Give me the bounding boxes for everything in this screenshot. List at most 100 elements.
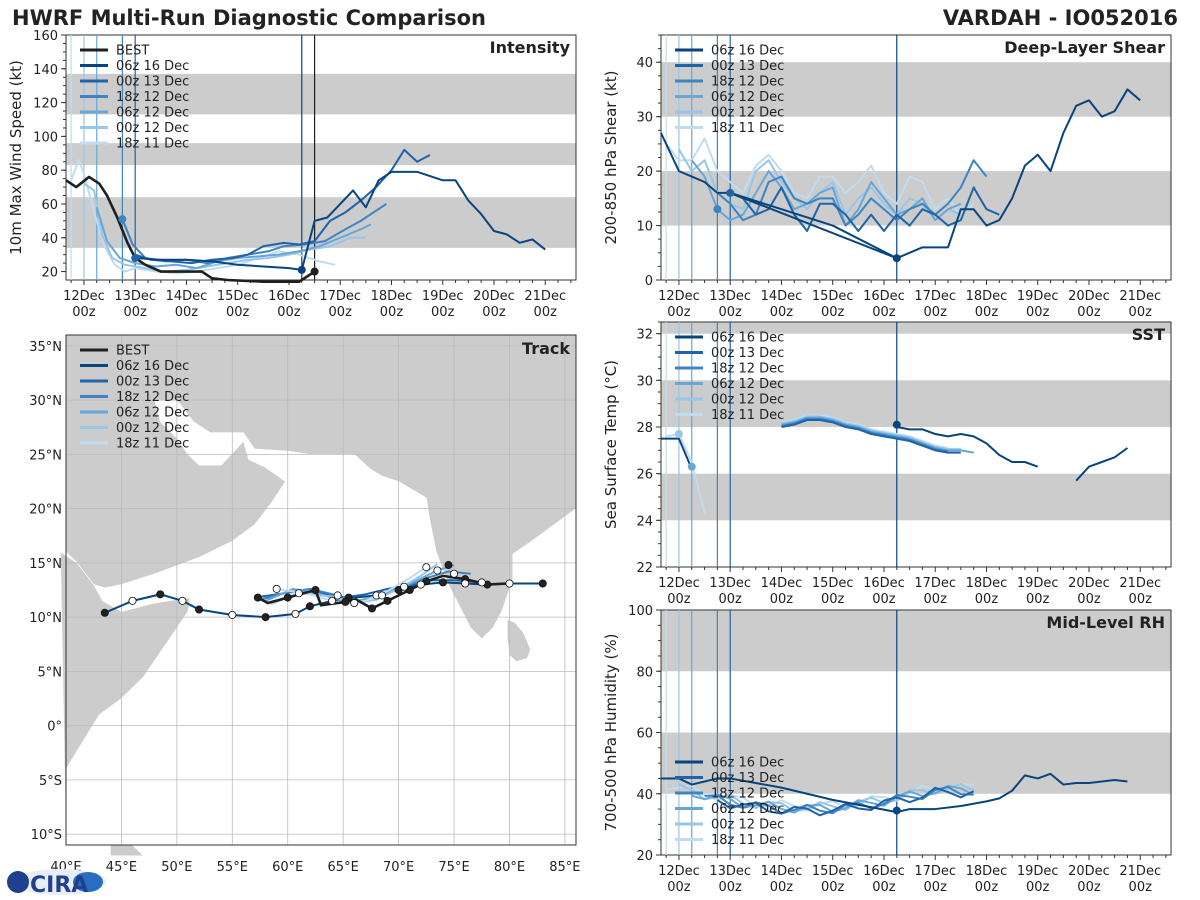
lat-tick-label: 5°N [38, 665, 63, 680]
lat-tick-label: 35°N [29, 340, 62, 355]
track-point [400, 582, 409, 591]
y-tick-label: 20 [636, 165, 653, 180]
lat-tick-label: 30°N [29, 394, 62, 409]
init-marker [674, 430, 683, 438]
x-tick-label: 17Dec [914, 289, 956, 304]
page-title: HWRF Multi-Run Diagnostic Comparison [12, 6, 487, 30]
track-point [128, 596, 137, 605]
series-line [1075, 447, 1129, 482]
y-tick-label: 30 [636, 111, 653, 126]
track-point [195, 605, 204, 614]
legend-label: 00z 12 Dec [711, 818, 784, 833]
track-point [253, 593, 262, 602]
track-point [291, 609, 300, 618]
x-tick-label: 18Dec [371, 289, 413, 304]
lat-tick-label: 15°N [29, 557, 62, 572]
x-tick-label: 21Dec [1119, 576, 1161, 591]
plot-frame [65, 334, 577, 846]
y-tick-label: 120 [33, 97, 58, 112]
track-point [333, 591, 342, 600]
series-line [678, 783, 975, 813]
x-tick-label: 00z [1077, 880, 1101, 895]
x-tick-label: 19Dec [1017, 864, 1059, 879]
y-tick-label: 100 [33, 130, 58, 145]
x-tick-label: 13Dec [709, 864, 751, 879]
y-tick-label: 40 [636, 788, 653, 803]
track-point [383, 596, 392, 605]
panel-title: Track [522, 339, 570, 358]
x-tick-label: 00z [1026, 592, 1050, 607]
lon-tick-label: 75°E [438, 860, 469, 875]
best-track-line [65, 175, 316, 283]
y-tick-label: 20 [41, 266, 58, 281]
legend-label: 06z 12 Dec [711, 802, 784, 817]
track-point [228, 610, 237, 619]
legend-label: 18z 11 Dec [116, 437, 189, 452]
series-line [781, 414, 949, 449]
x-tick-label: 00z [277, 305, 301, 320]
track-point [100, 608, 109, 617]
logo-swirl [73, 872, 103, 892]
x-tick-label: 12Dec [658, 289, 700, 304]
series-line [704, 785, 974, 815]
x-tick-label: 00z [431, 305, 455, 320]
x-tick-label: 21Dec [1119, 289, 1161, 304]
legend-label: 18z 11 Dec [711, 833, 784, 848]
y-tick-label: 20 [636, 849, 653, 864]
track-point [156, 590, 165, 599]
y-tick-label: 140 [33, 63, 58, 78]
legend-label: 18z 11 Dec [711, 121, 784, 136]
series-line [300, 170, 546, 271]
init-marker [118, 215, 127, 224]
init-marker [310, 267, 319, 276]
track-point [305, 602, 314, 611]
series-line [134, 148, 431, 265]
x-tick-label: 14Dec [761, 289, 803, 304]
track-point [261, 613, 270, 622]
shade-band [661, 380, 1171, 427]
lon-tick-label: 65°E [328, 860, 359, 875]
track-point [538, 579, 547, 588]
x-tick-label: 16Dec [863, 576, 905, 591]
legend-label: 00z 12 Dec [711, 106, 784, 121]
series-line [665, 433, 706, 514]
x-tick-label: 00z [975, 880, 999, 895]
x-tick-label: 00z [124, 305, 148, 320]
x-tick-label: 00z [821, 880, 845, 895]
y-axis-label: 10m Max Wind Speed (kt) [7, 60, 25, 255]
x-tick-label: 00z [770, 880, 794, 895]
y-tick-label: 60 [41, 198, 58, 213]
track-point [433, 566, 442, 575]
x-tick-label: 18Dec [966, 576, 1008, 591]
x-tick-label: 20Dec [473, 289, 515, 304]
logo-globe [7, 871, 29, 893]
y-tick-label: 40 [636, 56, 653, 71]
x-tick-label: 19Dec [1017, 289, 1059, 304]
x-tick-label: 00z [872, 592, 896, 607]
legend-label: BEST [116, 344, 149, 359]
x-tick-label: 00z [380, 305, 404, 320]
legend-label: 00z 12 Dec [116, 421, 189, 436]
logo-text: CIRA [30, 873, 88, 898]
series-line [665, 137, 975, 216]
x-tick-label: 00z [1077, 305, 1101, 320]
lon-tick-label: 80°E [494, 860, 525, 875]
plot-frame [660, 321, 1172, 568]
legend-label: 06z 16 Dec [711, 756, 784, 771]
x-tick-label: 00z [924, 880, 948, 895]
legend-label: 06z 16 Dec [711, 44, 784, 59]
x-tick-label: 00z [226, 305, 250, 320]
y-tick-label: 160 [33, 29, 58, 44]
legend-label: 06z 16 Dec [116, 359, 189, 374]
shear-panel [656, 34, 1172, 285]
x-tick-label: 18Dec [966, 289, 1008, 304]
init-marker [892, 806, 901, 815]
plot-frame [65, 34, 577, 281]
legend-label: 06z 12 Dec [116, 106, 189, 121]
y-tick-label: 80 [41, 164, 58, 179]
intensity-panel [61, 34, 577, 285]
x-tick-label: 00z [975, 592, 999, 607]
land-madagascar [110, 844, 145, 857]
x-tick-label: 14Dec [761, 864, 803, 879]
